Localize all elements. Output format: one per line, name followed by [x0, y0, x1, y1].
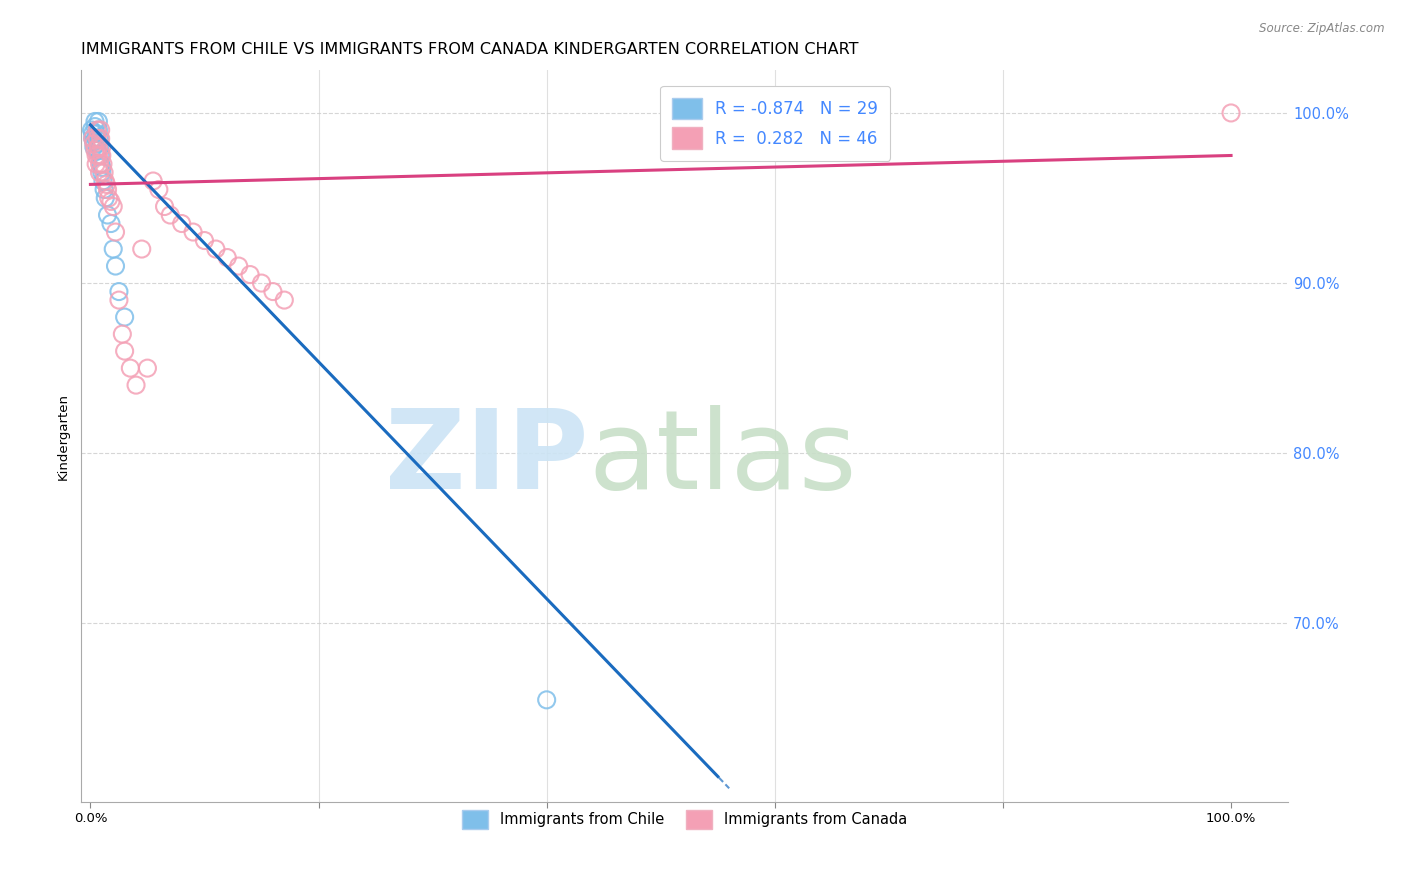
Point	[136, 361, 159, 376]
Point	[104, 225, 127, 239]
Point	[84, 157, 107, 171]
Point	[87, 123, 110, 137]
Point	[148, 182, 170, 196]
Point	[217, 251, 239, 265]
Point	[86, 131, 108, 145]
Point	[96, 208, 118, 222]
Y-axis label: Kindergarten: Kindergarten	[58, 392, 70, 480]
Point	[93, 165, 115, 179]
Legend: Immigrants from Chile, Immigrants from Canada: Immigrants from Chile, Immigrants from C…	[457, 805, 912, 835]
Point	[90, 157, 112, 171]
Point	[90, 148, 112, 162]
Point	[90, 165, 112, 179]
Point	[100, 217, 122, 231]
Point	[93, 182, 115, 196]
Point	[536, 693, 558, 707]
Point	[89, 165, 111, 179]
Point	[86, 136, 108, 151]
Point	[159, 208, 181, 222]
Point	[90, 148, 112, 162]
Point	[142, 174, 165, 188]
Point	[96, 178, 118, 192]
Point	[90, 131, 112, 145]
Point	[103, 242, 125, 256]
Point	[84, 120, 107, 134]
Point	[114, 344, 136, 359]
Point	[125, 378, 148, 392]
Text: ZIP: ZIP	[385, 405, 588, 512]
Point	[262, 285, 284, 299]
Point	[114, 310, 136, 324]
Text: IMMIGRANTS FROM CHILE VS IMMIGRANTS FROM CANADA KINDERGARTEN CORRELATION CHART: IMMIGRANTS FROM CHILE VS IMMIGRANTS FROM…	[82, 42, 859, 57]
Point	[228, 259, 250, 273]
Point	[100, 194, 122, 209]
Point	[84, 148, 107, 162]
Point	[83, 140, 105, 154]
Point	[83, 135, 105, 149]
Point	[90, 161, 112, 175]
Point	[87, 114, 110, 128]
Point	[89, 131, 111, 145]
Point	[83, 136, 105, 151]
Point	[108, 293, 131, 307]
Point	[108, 285, 131, 299]
Point	[193, 234, 215, 248]
Point	[91, 157, 114, 171]
Point	[91, 174, 114, 188]
Point	[86, 144, 108, 158]
Point	[273, 293, 295, 307]
Point	[94, 191, 117, 205]
Point	[82, 127, 104, 141]
Point	[82, 131, 104, 145]
Point	[84, 131, 107, 145]
Point	[1220, 106, 1243, 120]
Text: Source: ZipAtlas.com: Source: ZipAtlas.com	[1260, 22, 1385, 36]
Point	[97, 191, 120, 205]
Point	[87, 140, 110, 154]
Point	[90, 140, 112, 154]
Point	[90, 123, 112, 137]
Point	[205, 242, 228, 256]
Point	[84, 144, 107, 158]
Point	[84, 114, 107, 128]
Point	[111, 327, 134, 342]
Point	[86, 123, 108, 137]
Point	[131, 242, 153, 256]
Point	[103, 200, 125, 214]
Point	[94, 174, 117, 188]
Point	[170, 217, 193, 231]
Point	[96, 182, 118, 196]
Point	[89, 140, 111, 154]
Point	[153, 200, 176, 214]
Point	[84, 127, 107, 141]
Point	[104, 259, 127, 273]
Point	[120, 361, 142, 376]
Point	[239, 268, 262, 282]
Point	[250, 276, 273, 290]
Point	[87, 148, 110, 162]
Point	[89, 157, 111, 171]
Point	[80, 123, 103, 137]
Text: atlas: atlas	[588, 405, 856, 512]
Point	[82, 131, 104, 145]
Point	[181, 225, 204, 239]
